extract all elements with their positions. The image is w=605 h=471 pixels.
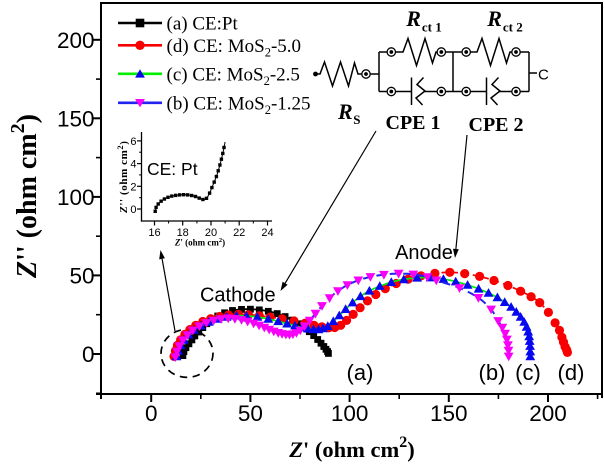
svg-text:Rct 2: Rct 2 — [486, 6, 523, 35]
svg-text:20: 20 — [205, 227, 217, 239]
svg-text:(a): (a) — [347, 360, 374, 385]
svg-text:150: 150 — [430, 401, 468, 426]
svg-text:0: 0 — [130, 204, 136, 216]
svg-text:150: 150 — [57, 106, 95, 131]
svg-text:(c) CE: MoS2-2.5: (c) CE: MoS2-2.5 — [167, 64, 300, 88]
svg-text:Z' (ohm cm2): Z' (ohm cm2) — [174, 237, 225, 248]
svg-text:0: 0 — [82, 342, 95, 367]
svg-text:RS: RS — [337, 99, 360, 127]
svg-text:18: 18 — [177, 227, 189, 239]
svg-text:Z'' (ohm cm2): Z'' (ohm cm2) — [115, 140, 130, 214]
svg-text:50: 50 — [238, 401, 263, 426]
svg-text:(d): (d) — [558, 360, 585, 385]
svg-text:200: 200 — [529, 401, 567, 426]
svg-text:CPE 2: CPE 2 — [469, 114, 524, 136]
svg-text:4: 4 — [130, 159, 136, 171]
svg-text:24: 24 — [261, 227, 273, 239]
svg-text:100: 100 — [331, 401, 369, 426]
svg-text:100: 100 — [57, 185, 95, 210]
svg-text:(b): (b) — [479, 360, 506, 385]
svg-text:16: 16 — [148, 227, 160, 239]
svg-text:Z' (ohm cm2): Z' (ohm cm2) — [288, 434, 414, 462]
svg-text:(b) CE: MoS2-1.25: (b) CE: MoS2-1.25 — [167, 93, 311, 117]
svg-text:200: 200 — [57, 28, 95, 53]
svg-text:2: 2 — [130, 181, 136, 193]
svg-text:C: C — [538, 67, 549, 84]
svg-text:50: 50 — [69, 263, 94, 288]
svg-text:Z'' (ohm cm2): Z'' (ohm cm2) — [7, 114, 43, 279]
svg-text:Anode: Anode — [395, 242, 453, 264]
svg-text:22: 22 — [233, 227, 245, 239]
svg-text:CPE 1: CPE 1 — [386, 112, 441, 134]
svg-text:(c): (c) — [515, 360, 541, 385]
svg-text:0: 0 — [145, 401, 158, 426]
svg-text:Cathode: Cathode — [200, 285, 276, 307]
svg-text:CE: Pt: CE: Pt — [147, 159, 198, 179]
svg-text:(d) CE: MoS2-5.0: (d) CE: MoS2-5.0 — [167, 36, 302, 60]
svg-text:Rct 1: Rct 1 — [405, 6, 442, 35]
svg-text:6: 6 — [130, 136, 136, 148]
svg-text:(a) CE:Pt: (a) CE:Pt — [167, 14, 239, 35]
